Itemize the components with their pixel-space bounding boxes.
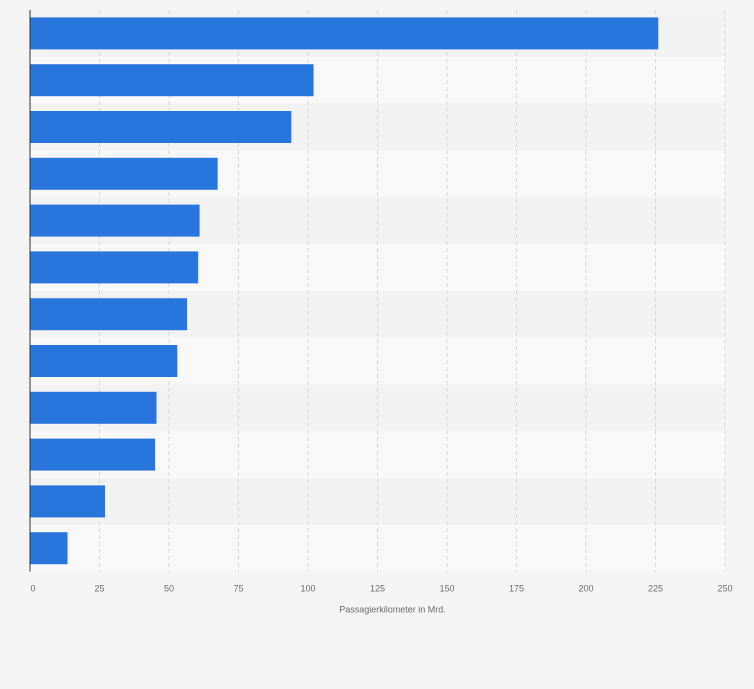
bar <box>30 298 188 331</box>
x-tick-label: 100 <box>300 584 315 594</box>
bar <box>30 391 157 424</box>
bar <box>30 64 314 97</box>
gridlines <box>99 10 726 572</box>
bar <box>30 157 218 190</box>
x-tick-label: 125 <box>370 584 385 594</box>
bar <box>30 111 292 143</box>
bar <box>30 251 199 284</box>
x-tick-label: 25 <box>94 584 104 594</box>
bars <box>30 17 659 565</box>
bar <box>30 345 178 377</box>
bar <box>30 485 106 518</box>
x-tick-label: 0 <box>30 584 35 594</box>
x-tick-label: 150 <box>439 584 454 594</box>
x-tick-label: 50 <box>164 584 174 594</box>
x-tick-label: 200 <box>578 584 593 594</box>
x-tick-label: 75 <box>233 584 243 594</box>
x-tick-label: 175 <box>509 584 524 594</box>
x-tick-label: 225 <box>648 584 663 594</box>
bar <box>30 438 156 471</box>
bar <box>30 204 200 237</box>
x-axis-title: Passagierkilometer in Mrd. <box>339 605 446 615</box>
bar <box>30 532 68 565</box>
bar <box>30 17 659 50</box>
x-tick-labels: 0 25 50 75 100 125 150 175 200 225 250 <box>30 584 732 594</box>
x-tick-label: 250 <box>717 584 732 594</box>
